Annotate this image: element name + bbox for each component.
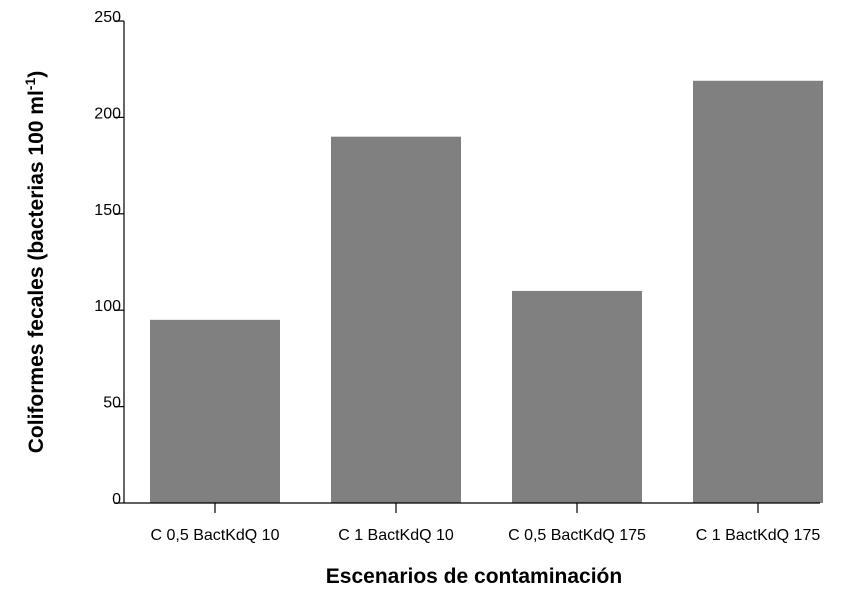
y-axis: 0 50 100 150 200 250	[94, 9, 125, 508]
y-axis-title-end: )	[25, 71, 48, 78]
bar-3	[512, 290, 642, 503]
x-axis-title: Escenarios de contaminación	[326, 565, 622, 588]
x-axis: C 0,5 BactKdQ 10 C 1 BactKdQ 10 C 0,5 Bact…	[124, 502, 821, 544]
x-tick-label: C 1 BactKdQ 175	[696, 527, 821, 544]
bars-group	[150, 80, 823, 503]
y-axis-title-superscript: -1	[22, 78, 38, 91]
bar-1	[150, 319, 280, 503]
bar-4	[693, 80, 823, 503]
y-axis-title: Coliformes fecales (bacterias 100 ml-1)	[22, 71, 48, 453]
y-tick-label: 150	[94, 202, 121, 219]
y-tick-label: 200	[94, 105, 121, 122]
y-axis-title-main: Coliformes fecales (bacterias 100 ml	[25, 90, 48, 453]
y-tick-label: 0	[112, 491, 121, 508]
y-tick-label: 100	[94, 298, 121, 315]
x-tick-label: C 0,5 BactKdQ 175	[508, 527, 646, 544]
x-tick-label: C 0,5 BactKdQ 10	[151, 527, 280, 544]
bar-2	[331, 136, 461, 503]
x-tick-label: C 1 BactKdQ 10	[338, 527, 454, 544]
y-tick-label: 250	[94, 9, 121, 26]
y-tick-label: 50	[103, 395, 121, 412]
